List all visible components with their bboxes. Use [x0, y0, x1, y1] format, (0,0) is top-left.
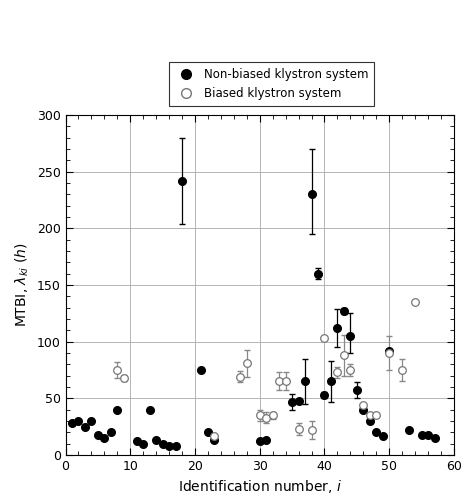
X-axis label: Identification number, $i$: Identification number, $i$	[178, 478, 342, 496]
Y-axis label: MTBI, $\lambda_{ki}$ ($h$): MTBI, $\lambda_{ki}$ ($h$)	[14, 242, 31, 328]
Legend: Non-biased klystron system, Biased klystron system: Non-biased klystron system, Biased klyst…	[168, 62, 374, 106]
